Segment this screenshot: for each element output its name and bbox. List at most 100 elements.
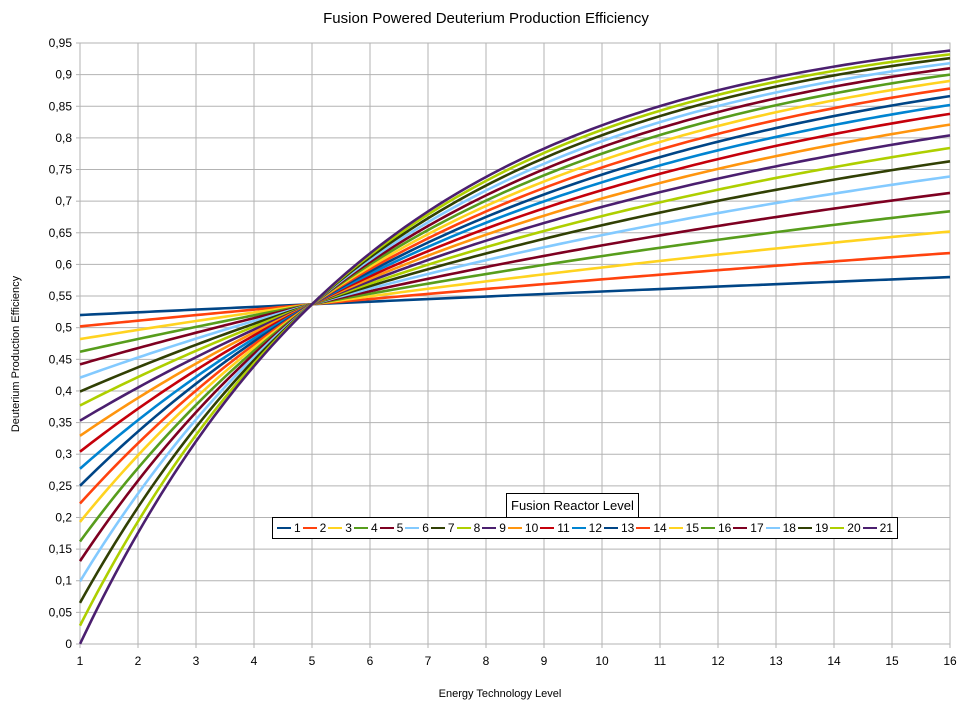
legend-item-2: 2 bbox=[302, 521, 327, 535]
legend-label: 2 bbox=[319, 521, 327, 535]
legend-swatch bbox=[540, 527, 555, 529]
y-tick-label: 0,85 bbox=[49, 99, 73, 113]
x-tick-label: 10 bbox=[595, 654, 609, 668]
legend-item-17: 17 bbox=[733, 521, 764, 535]
legend-item-20: 20 bbox=[830, 521, 861, 535]
series-line-13 bbox=[79, 94, 951, 487]
x-tick-label: 2 bbox=[135, 654, 142, 668]
legend-label: 12 bbox=[588, 521, 603, 535]
legend-item-16: 16 bbox=[700, 521, 731, 535]
series-line-14 bbox=[79, 87, 951, 505]
x-tick-label: 6 bbox=[367, 654, 374, 668]
series-line-6 bbox=[79, 175, 951, 379]
series-line-16 bbox=[78, 73, 951, 543]
legend-swatch bbox=[830, 527, 845, 529]
x-tick-label: 11 bbox=[654, 654, 667, 668]
legend-swatch bbox=[862, 527, 877, 529]
legend-item-9: 9 bbox=[482, 521, 506, 535]
y-tick-label: 0,9 bbox=[55, 68, 72, 82]
legend-swatch bbox=[302, 527, 317, 529]
legend-label: 3 bbox=[345, 521, 352, 535]
legend-label: 19 bbox=[814, 521, 829, 535]
legend-swatch bbox=[482, 527, 497, 529]
legend-label: 17 bbox=[750, 521, 764, 535]
legend-item-10: 10 bbox=[507, 521, 538, 535]
legend-swatch bbox=[797, 527, 812, 529]
legend-item-14: 14 bbox=[636, 521, 667, 535]
legend-swatch bbox=[603, 527, 618, 529]
legend-item-4: 4 bbox=[353, 521, 378, 535]
y-tick-label: 0,4 bbox=[55, 384, 72, 398]
legend-item-5: 5 bbox=[379, 521, 404, 535]
series-line-3 bbox=[79, 230, 951, 341]
y-tick-label: 0,6 bbox=[55, 257, 72, 271]
y-tick-label: 0,5 bbox=[55, 321, 72, 335]
legend-swatch bbox=[571, 527, 586, 529]
y-tick-label: 0,15 bbox=[49, 542, 73, 556]
series-line-10 bbox=[79, 123, 951, 437]
legend-swatch bbox=[405, 527, 420, 529]
legend-swatch bbox=[668, 527, 683, 529]
chart-title: Fusion Powered Deuterium Production Effi… bbox=[323, 10, 649, 27]
y-tick-label: 0,65 bbox=[49, 226, 73, 240]
legend-swatch bbox=[765, 527, 780, 529]
x-tick-label: 1 bbox=[77, 654, 84, 668]
plot-frame bbox=[79, 42, 951, 645]
legend-item-18: 18 bbox=[765, 521, 796, 535]
x-tick-label: 15 bbox=[885, 654, 899, 668]
y-tick-label: 0,45 bbox=[49, 352, 73, 366]
legend-title: Fusion Reactor Level bbox=[506, 493, 639, 518]
y-axis-label: Deuterium Production Efficiency bbox=[10, 275, 22, 433]
legend-label: 21 bbox=[879, 521, 893, 535]
y-tick-label: 0,7 bbox=[55, 194, 72, 208]
series-line-21 bbox=[78, 49, 951, 645]
legend-label: 11 bbox=[557, 521, 570, 535]
x-tick-label: 16 bbox=[943, 654, 957, 668]
legend-swatch bbox=[276, 527, 291, 529]
y-tick-label: 0,25 bbox=[49, 479, 73, 493]
series-line-5 bbox=[79, 191, 951, 366]
legend-swatch bbox=[733, 527, 748, 529]
legend-label: 18 bbox=[782, 521, 796, 535]
legend-swatch bbox=[700, 527, 715, 529]
legend-item-1: 1 bbox=[276, 521, 301, 535]
legend-item-19: 19 bbox=[797, 521, 829, 535]
y-tick-label: 0,35 bbox=[49, 416, 73, 430]
legend-item-3: 3 bbox=[328, 521, 352, 535]
series-line-17 bbox=[78, 67, 951, 562]
series-line-15 bbox=[78, 79, 951, 523]
legend-swatch bbox=[430, 527, 445, 529]
y-tick-label: 0,1 bbox=[55, 574, 72, 588]
legend-swatch bbox=[353, 527, 368, 529]
legend-swatch bbox=[507, 527, 522, 529]
legend-label: 20 bbox=[847, 521, 861, 535]
legend-label: 7 bbox=[447, 521, 455, 535]
y-tick-label: 0,55 bbox=[49, 289, 73, 303]
y-tick-label: 0,75 bbox=[49, 163, 73, 177]
series-line-2 bbox=[79, 251, 951, 328]
x-tick-label: 7 bbox=[425, 654, 432, 668]
series-line-4 bbox=[79, 209, 951, 353]
legend-item-8: 8 bbox=[456, 521, 481, 535]
series-line-8 bbox=[79, 146, 951, 407]
legend-label: 14 bbox=[653, 521, 667, 535]
series-lines bbox=[78, 49, 951, 645]
x-tick-label: 3 bbox=[193, 654, 200, 668]
legend-label: 8 bbox=[473, 521, 481, 535]
legend-swatch bbox=[456, 527, 471, 529]
axis-ticks: 0 0,05 0,1 0,15 0,2 0,25 0,3 0,35 0,4 0,45 0,5 0,55… bbox=[49, 36, 957, 668]
y-tick-label: 0,8 bbox=[55, 131, 72, 145]
x-axis-label: Energy Technology Level bbox=[438, 688, 562, 700]
legend: 1 2 3 4 5 6 7 8 9 10 11 12 13 14 15 16 17 18 19 20 21 bbox=[272, 517, 898, 539]
legend-label: 15 bbox=[685, 521, 699, 535]
series-line-18 bbox=[78, 61, 951, 583]
legend-item-15: 15 bbox=[668, 521, 699, 535]
y-tick-label: 0 bbox=[65, 637, 72, 651]
x-tick-label: 13 bbox=[769, 654, 783, 668]
legend-label: 1 bbox=[293, 521, 301, 535]
legend-label: 4 bbox=[370, 521, 378, 535]
legend-label: 5 bbox=[396, 521, 404, 535]
series-line-1 bbox=[79, 275, 951, 317]
y-tick-label: 0,95 bbox=[49, 36, 73, 50]
